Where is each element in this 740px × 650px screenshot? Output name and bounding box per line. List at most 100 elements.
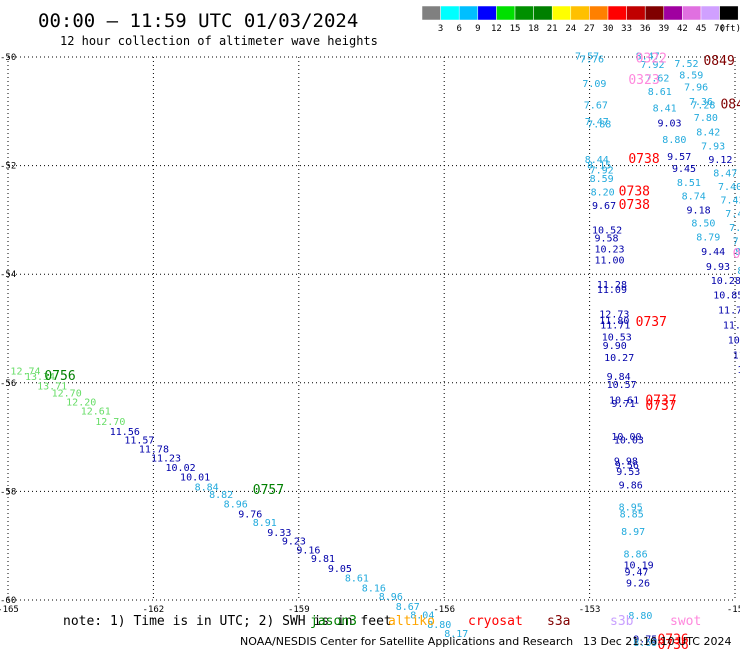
colorbar-swatch <box>551 5 572 21</box>
wave-height-point: 8.80 <box>662 135 686 146</box>
colorbar-swatch <box>421 5 441 21</box>
wave-height-point: 12.74 <box>10 367 40 378</box>
wave-height-point: 7.52 <box>674 59 698 70</box>
pass-time-label: 0757 <box>253 483 284 498</box>
wave-height-point: 7.68 <box>733 236 740 247</box>
colorbar-label: 15 <box>510 24 521 34</box>
pass-time-label: 0736 <box>657 632 688 647</box>
y-tick-label: -56 <box>0 379 16 389</box>
wave-height-point: 9.18 <box>687 205 711 216</box>
wave-height-point: 9.90 <box>603 341 627 352</box>
wave-height-point: 9.57 <box>667 152 691 163</box>
colorbar-label: 33 <box>621 24 632 34</box>
wave-height-point: 10.61 <box>609 395 639 406</box>
pass-time-label: 0322 <box>636 51 667 66</box>
y-tick-label: -52 <box>0 162 16 172</box>
footer-credit: NOAA/NESDIS Center for Satellite Applica… <box>240 635 573 648</box>
wave-height-point: 8.15 <box>587 160 611 171</box>
colorbar-swatch <box>458 5 479 21</box>
wave-height-point: 11.56 <box>110 427 140 438</box>
wave-height-point: 9.81 <box>311 554 335 565</box>
wave-height-point: 7.47 <box>585 117 609 128</box>
wave-height-point: 10.23 <box>594 244 624 255</box>
satellite-legend-altiko: altiko <box>388 614 435 629</box>
pass-time-label: 0738 <box>628 152 659 167</box>
wave-height-point: 11.71 <box>600 321 630 332</box>
colorbar-label: 70 <box>714 24 725 34</box>
colorbar-label: 36 <box>640 24 651 34</box>
wave-height-point: 9.44 <box>701 247 725 258</box>
pass-time-label: 0737 <box>636 315 667 330</box>
x-tick-label: -162 <box>143 605 165 615</box>
wave-height-point: 8.95 <box>619 502 643 513</box>
colorbar-swatch <box>663 5 683 21</box>
wave-height-point: 8.80 <box>427 620 451 631</box>
wave-height-point: 7.62 <box>645 73 669 84</box>
footer-timestamp: 13 Dec 21:16:10 UTC 2024 <box>583 635 731 648</box>
wave-height-point: 10.52 <box>592 225 622 236</box>
plot-area: -165 -162 -159 -156 -153 -15 -50 -52 -54 -56 -58 -6… <box>0 51 740 650</box>
wave-height-point: 8.47 <box>713 168 737 179</box>
wave-height-point: 10.03 <box>614 436 644 447</box>
wave-height-point: 11.3 <box>733 350 740 361</box>
wave-height-point: 7.54 <box>729 223 740 234</box>
wave-height-point: 11.76 <box>718 305 740 316</box>
wave-height-point: 8.96 <box>379 592 403 603</box>
y-tick-label: -50 <box>0 53 16 63</box>
colorbar-label: 21 <box>547 24 558 34</box>
wave-height-point: 8.82 <box>209 490 233 501</box>
wave-height-point: 10.56 <box>728 336 740 347</box>
wave-height-point: 10.28 <box>711 276 740 287</box>
wave-height-point: 8.86 <box>624 550 648 561</box>
wave-height-point: 12.70 <box>52 388 82 399</box>
colorbar-swatch <box>514 5 534 21</box>
wave-height-point: 11.78 <box>139 444 169 455</box>
wave-height-point: 13.71 <box>37 381 67 392</box>
wave-height-point: 11.04 <box>723 321 740 332</box>
wave-height-point: 9.05 <box>328 564 352 575</box>
wave-height-point: 8.9 <box>735 247 740 258</box>
colorbar-unit: (ft) <box>719 24 740 34</box>
colorbar-label: 12 <box>491 24 502 34</box>
wave-height-point: 7.80 <box>694 113 718 124</box>
wave-height-point: 9.23 <box>282 537 306 548</box>
wave-height-point: 7.40 <box>718 182 740 193</box>
pass-time-label: 0323 <box>628 73 659 88</box>
wave-height-point: 8.04 <box>410 610 434 621</box>
wave-height-point: 8.17 <box>444 629 468 640</box>
wave-height-point: 8.85 <box>620 509 644 520</box>
colorbar-label: 6 <box>456 24 461 34</box>
pass-time-label: 0849 <box>703 54 734 69</box>
wave-height-point: 9.33 <box>267 528 291 539</box>
wave-height-point: 10.19 <box>624 561 654 572</box>
satellite-legend-s3a: s3a <box>547 614 570 629</box>
pass-time-label: 0738 <box>619 198 650 213</box>
wave-height-point: 9.58 <box>594 234 618 245</box>
colorbar-swatch <box>533 5 553 21</box>
wave-height-point: 8.61 <box>648 87 672 98</box>
colorbar-label: 42 <box>677 24 688 34</box>
wave-height-point: 7.28 <box>691 101 715 112</box>
wave-height-point: 7.43 <box>720 196 740 207</box>
colorbar-label: 27 <box>584 24 595 34</box>
wave-height-point: 8.59 <box>679 71 703 82</box>
colorbar-swatch <box>477 5 497 21</box>
wave-height-point: 7.96 <box>684 83 708 94</box>
wave-height-point: 7.40 <box>725 209 740 220</box>
wave-height-point: 8.47 <box>636 52 660 63</box>
wave-height-point: 10.53 <box>602 332 632 343</box>
wave-height-point: 12.73 <box>599 310 629 321</box>
y-tick-label: -54 <box>0 270 16 280</box>
wave-height-point: 11.00 <box>594 255 624 266</box>
wave-height-point: 8.61 <box>345 574 369 585</box>
pass-time-label: 0 <box>733 247 740 262</box>
wave-height-point: 7.93 <box>701 141 725 152</box>
wave-height-point: 9.75 <box>633 634 657 645</box>
wave-height-point: 9.53 <box>616 467 640 478</box>
wave-height-point: 11 <box>737 365 740 376</box>
pass-time-label: 0737 <box>645 399 676 414</box>
chart-title: 00:00 — 11:59 UTC 01/03/2024 <box>38 10 358 32</box>
wave-height-point: 9.84 <box>607 372 631 383</box>
x-tick-label: -15 <box>727 605 740 615</box>
